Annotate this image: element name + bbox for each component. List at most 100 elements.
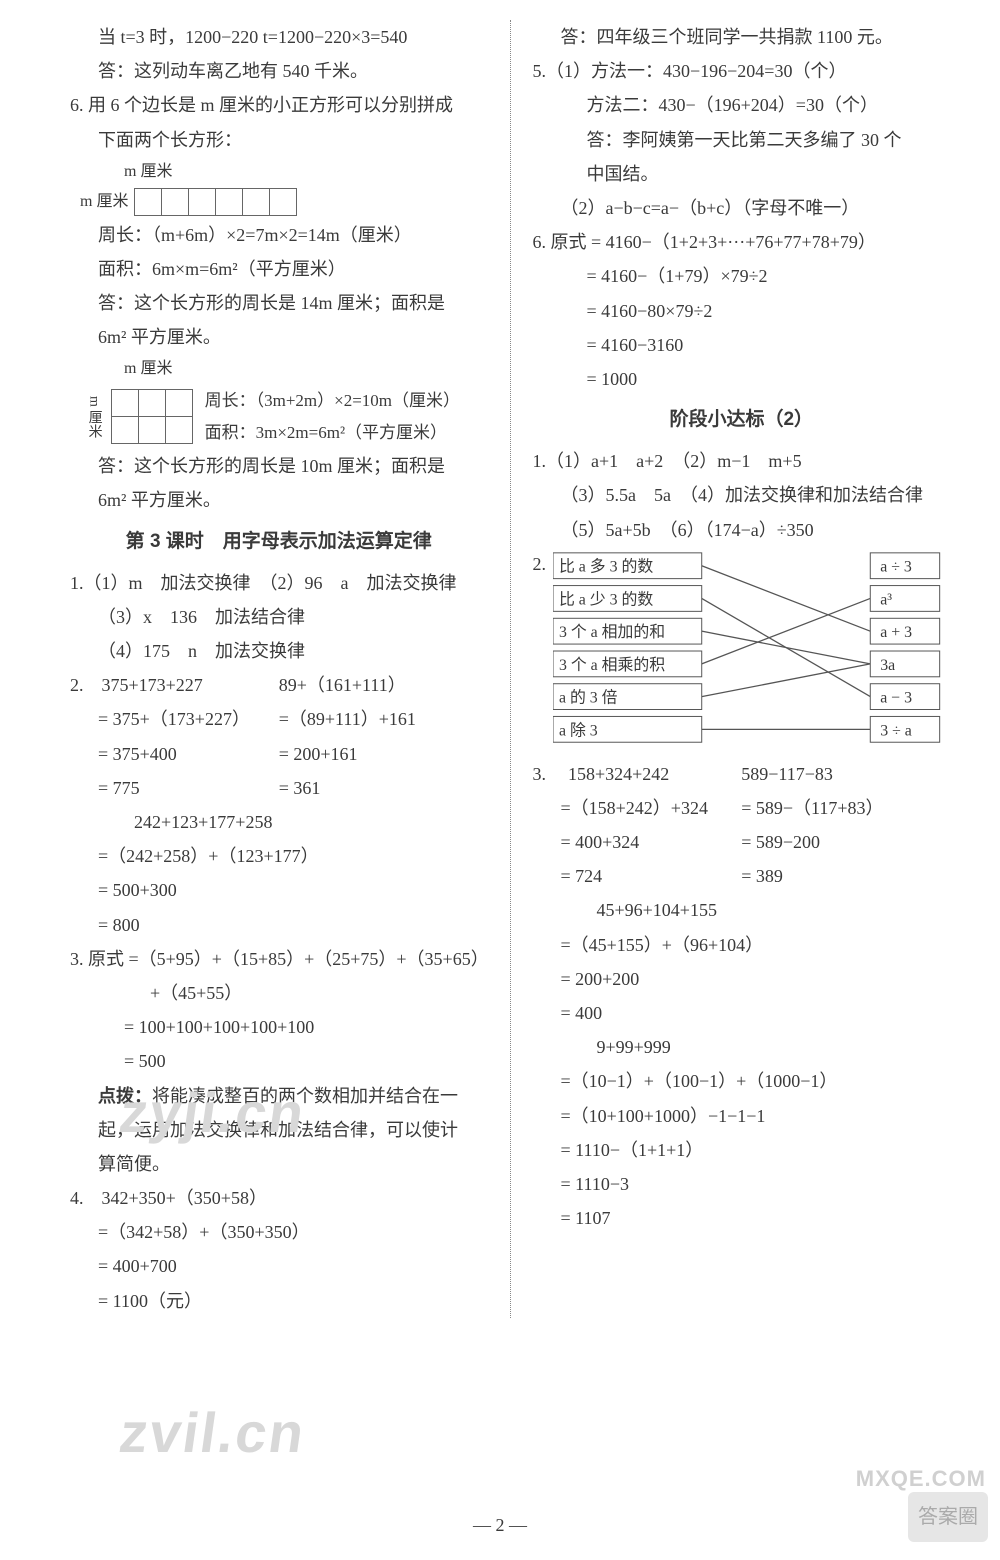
text: 5.（1）方法一：430−196−204=30（个） xyxy=(533,54,951,88)
hint-label: 点拨： xyxy=(98,1086,152,1106)
text: = 1110−3 xyxy=(533,1167,951,1201)
text: 将能凑成整百的两个数相加并结合在一 xyxy=(152,1086,458,1106)
text: =（158+242）+324 xyxy=(533,791,742,825)
text: = 1000 xyxy=(533,362,951,396)
text: 面积：3m×2m=6m²（平方厘米） xyxy=(205,417,460,449)
text: = 4160−（1+79）×79÷2 xyxy=(533,259,951,293)
text: =（10+100+1000）−1−1−1 xyxy=(533,1099,951,1133)
svg-text:a³: a³ xyxy=(881,591,893,608)
matching-diagram: 比 a 多 3 的数 比 a 少 3 的数 3 个 a 相加的和 3 个 a 相… xyxy=(553,547,950,757)
svg-text:a 的 3 倍: a 的 3 倍 xyxy=(559,688,618,706)
svg-text:a − 3: a − 3 xyxy=(881,689,913,706)
text: （3）5.5a 5a （4）加法交换律和加法结合律 xyxy=(533,478,951,512)
text: 答：李阿姨第一天比第二天多编了 30 个 xyxy=(533,123,951,157)
page-number: — 2 — xyxy=(0,1508,1000,1542)
text: 9+99+999 xyxy=(533,1030,951,1064)
text: = 800 xyxy=(70,908,488,942)
text: =（10−1）+（100−1）+（1000−1） xyxy=(533,1064,951,1098)
text: = 589−（117+83） xyxy=(741,791,950,825)
text: 89+（161+111） xyxy=(279,668,488,702)
text: = 1107 xyxy=(533,1201,951,1235)
text: 4. 342+350+（350+58） xyxy=(70,1181,488,1215)
section-title: 第 3 课时 用字母表示加法运算定律 xyxy=(70,524,488,560)
text: 周长：（3m+2m）×2=10m（厘米） xyxy=(205,385,460,417)
hint: 点拨：将能凑成整百的两个数相加并结合在一 xyxy=(70,1079,488,1113)
text: 答：四年级三个班同学一共捐款 1100 元。 xyxy=(533,20,951,54)
text: = 724 xyxy=(533,859,742,893)
text: 答：这个长方形的周长是 10m 厘米；面积是 xyxy=(70,449,488,483)
text: 6m² 平方厘米。 xyxy=(70,483,488,517)
text: 242+123+177+258 xyxy=(70,805,488,839)
text: = 200+161 xyxy=(279,737,488,771)
label: m 厘米 xyxy=(70,354,488,384)
text: 面积：6m×m=6m²（平方厘米） xyxy=(70,252,488,286)
text: =（89+111）+161 xyxy=(279,702,488,736)
svg-text:3 ÷ a: 3 ÷ a xyxy=(881,722,913,739)
grid-6x1 xyxy=(134,188,297,216)
badge: 答案圈 xyxy=(908,1492,988,1542)
text: = 361 xyxy=(279,771,488,805)
text: 1.（1）m 加法交换律 （2）96 a 加法交换律 xyxy=(70,566,488,600)
text: = 4160−3160 xyxy=(533,328,951,362)
watermark: zvil.cn xyxy=(113,1380,313,1486)
left-column: 当 t=3 时，1200−220 t=1200−220×3=540 答：这列动车… xyxy=(60,20,511,1318)
svg-text:3 个 a 相乘的积: 3 个 a 相乘的积 xyxy=(559,656,665,674)
match-left-boxes: 比 a 多 3 的数 比 a 少 3 的数 3 个 a 相加的和 3 个 a 相… xyxy=(553,553,702,742)
text: （4）175 n 加法交换律 xyxy=(70,634,488,668)
text: = 389 xyxy=(741,859,950,893)
grid-3x2 xyxy=(111,389,193,444)
text: = 375+400 xyxy=(70,737,279,771)
text: 589−117−83 xyxy=(741,757,950,791)
text: = 1110−（1+1+1） xyxy=(533,1133,951,1167)
svg-text:比 a 少 3 的数: 比 a 少 3 的数 xyxy=(559,590,653,608)
text: = 400+324 xyxy=(533,825,742,859)
text: = 775 xyxy=(70,771,279,805)
text: = 400 xyxy=(533,996,951,1030)
text: =（342+58）+（350+350） xyxy=(70,1215,488,1249)
text: 6. 用 6 个边长是 m 厘米的小正方形可以分别拼成 xyxy=(70,95,453,115)
text: = 500+300 xyxy=(70,873,488,907)
svg-text:a + 3: a + 3 xyxy=(881,624,913,641)
text: = 200+200 xyxy=(533,962,951,996)
text: 6m² 平方厘米。 xyxy=(70,320,488,354)
svg-text:3 个 a 相加的和: 3 个 a 相加的和 xyxy=(559,623,665,641)
text: 6. 原式 = 4160−（1+2+3+···+76+77+78+79） xyxy=(533,225,951,259)
q6: 6. 用 6 个边长是 m 厘米的小正方形可以分别拼成 xyxy=(70,88,488,122)
text: （5）5a+5b （6）（174−a）÷350 xyxy=(533,513,951,547)
text: 当 t=3 时，1200−220 t=1200−220×3=540 xyxy=(70,20,488,54)
text: 方法二：430−（196+204）=30（个） xyxy=(533,88,951,122)
right-column: 答：四年级三个班同学一共捐款 1100 元。 5.（1）方法一：430−196−… xyxy=(511,20,961,1318)
text: 答：这列动车离乙地有 540 千米。 xyxy=(70,54,488,88)
text: =（45+155）+（96+104） xyxy=(533,928,951,962)
text: 2. 375+173+227 xyxy=(70,668,279,702)
text: = 375+（173+227） xyxy=(70,702,279,736)
text: =（242+258）+（123+177） xyxy=(70,839,488,873)
text: 1.（1）a+1 a+2 （2）m−1 m+5 xyxy=(533,444,951,478)
text: 2. xyxy=(533,547,554,581)
text: 45+96+104+155 xyxy=(533,893,951,927)
label: m 厘米 xyxy=(80,396,107,438)
svg-text:a 除 3: a 除 3 xyxy=(559,721,598,739)
text: = 4160−80×79÷2 xyxy=(533,294,951,328)
text: 起，运用加法交换律和加法结合律，可以使计 xyxy=(70,1113,488,1147)
text: 周长：（m+6m）×2=7m×2=14m（厘米） xyxy=(70,218,488,252)
section-title: 阶段小达标（2） xyxy=(533,402,951,438)
text: +（45+55） xyxy=(70,976,488,1010)
text: 算简便。 xyxy=(70,1147,488,1181)
svg-text:比 a 多 3 的数: 比 a 多 3 的数 xyxy=(559,557,653,575)
text: 下面两个长方形： xyxy=(70,123,488,157)
text: 中国结。 xyxy=(533,157,951,191)
text: 3. 原式 =（5+95）+（15+85）+（25+75）+（35+65） xyxy=(70,942,488,976)
text: 答：这个长方形的周长是 14m 厘米；面积是 xyxy=(70,286,488,320)
svg-text:3a: 3a xyxy=(881,657,896,674)
label: m 厘米 xyxy=(80,187,128,217)
text: 3. 158+324+242 xyxy=(533,757,742,791)
text: （2）a−b−c=a−（b+c）（字母不唯一） xyxy=(533,191,951,225)
match-right-boxes: a ÷ 3 a³ a + 3 3a a − 3 3 ÷ a xyxy=(871,553,940,742)
text: = 500 xyxy=(70,1044,488,1078)
text: = 589−200 xyxy=(741,825,950,859)
text: = 100+100+100+100+100 xyxy=(70,1010,488,1044)
text: （3）x 136 加法结合律 xyxy=(70,600,488,634)
label: m 厘米 xyxy=(70,157,488,187)
svg-text:a ÷ 3: a ÷ 3 xyxy=(881,558,913,575)
